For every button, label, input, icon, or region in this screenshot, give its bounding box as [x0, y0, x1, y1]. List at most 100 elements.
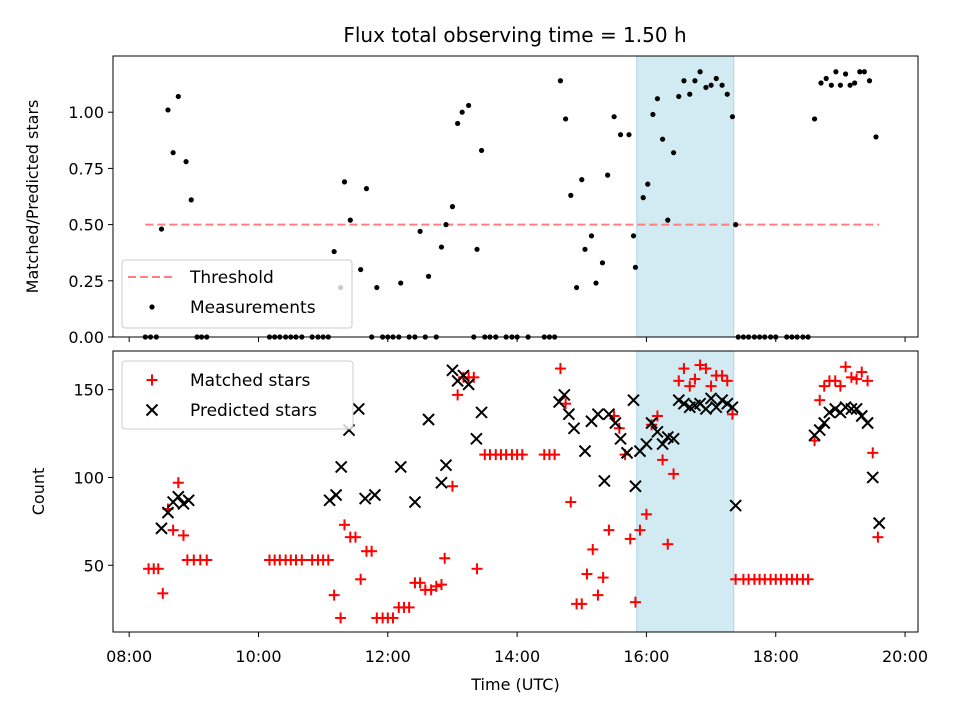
- matched-point: [726, 408, 738, 420]
- matched-point: [818, 380, 830, 392]
- matched-point: [322, 554, 334, 566]
- matched-point: [328, 589, 340, 601]
- matched-point: [439, 552, 451, 564]
- measurement-point: [873, 134, 879, 140]
- x-axis-label: Time (UTC): [470, 675, 559, 694]
- predicted-point: [872, 516, 886, 530]
- predicted-point: [562, 408, 576, 421]
- measurement-point: [842, 71, 849, 77]
- measurement-point: [358, 266, 364, 273]
- xtick-label: 14:00: [494, 647, 540, 666]
- predicted-point: [602, 408, 616, 421]
- matched-point: [338, 519, 350, 531]
- matched-point: [152, 563, 164, 575]
- measurement-point: [713, 75, 719, 82]
- measurement-point: [861, 69, 867, 75]
- predicted-point: [667, 432, 680, 446]
- measurement-point: [823, 75, 829, 82]
- predicted-point: [161, 506, 175, 519]
- measurement-point: [724, 91, 730, 97]
- predicted-point: [439, 458, 453, 472]
- measurement-point: [617, 132, 624, 138]
- matched-point: [446, 480, 458, 492]
- predicted-point: [704, 392, 718, 405]
- legend-threshold-label: Threshold: [189, 268, 274, 288]
- matched-point: [721, 375, 733, 387]
- measurement-point: [579, 177, 585, 183]
- bottom-ytick-label: 150: [73, 381, 104, 400]
- predicted-point: [578, 444, 592, 458]
- predicted-point: [627, 393, 640, 407]
- measurement-point: [866, 78, 873, 84]
- matched-point: [430, 580, 442, 592]
- predicted-point: [591, 408, 605, 421]
- measurement-point: [828, 82, 834, 88]
- matched-point: [705, 380, 717, 392]
- bottom-y-ticks: 50 100 150: [73, 381, 113, 575]
- top-ytick-label: 0.50: [68, 216, 104, 235]
- measurement-point: [588, 233, 595, 239]
- measurement-point: [611, 114, 617, 120]
- matched-point: [335, 612, 347, 624]
- bottom-panel: 50 100 150 08:00 10:00 12:00 14:00 16:00 18:00 2…: [29, 350, 928, 694]
- bottom-plot-frame: [112, 350, 919, 633]
- measurement-point: [331, 248, 337, 255]
- legend-matched-label: Matched stars: [190, 371, 310, 391]
- legend-x-marker: [145, 403, 159, 417]
- matched-point: [673, 375, 685, 387]
- measurement-point: [599, 260, 606, 266]
- measurement-point: [582, 246, 588, 252]
- top-ytick-label: 0.75: [68, 159, 104, 178]
- bottom-x-ticks: 08:00 10:00 12:00 14:00 16:00 18:00 20:00: [106, 632, 928, 666]
- matched-point: [565, 496, 577, 508]
- measurement-point: [630, 233, 637, 239]
- bottom-span: [636, 350, 735, 633]
- matched-point: [814, 394, 826, 406]
- measurement-point: [650, 111, 656, 118]
- predicted-point: [726, 400, 739, 414]
- measurement-point: [347, 217, 353, 223]
- predicted-point: [845, 402, 858, 416]
- predicted-point: [182, 494, 195, 507]
- bottom-ytick-label: 100: [73, 468, 104, 487]
- measurement-point: [363, 186, 370, 192]
- measurement-point: [852, 80, 858, 86]
- measurement-point: [417, 228, 423, 234]
- matched-point: [662, 538, 674, 550]
- measurement-point: [697, 69, 703, 75]
- top-ytick-label: 1.00: [68, 103, 104, 122]
- measurement-point: [837, 82, 844, 88]
- legend-plus-marker: [146, 374, 158, 386]
- matched-point: [845, 371, 857, 383]
- xtick-label: 12:00: [365, 647, 411, 666]
- measurement-point: [708, 82, 714, 88]
- matched-point: [624, 533, 636, 545]
- predicted-point: [866, 471, 879, 484]
- matched-point: [576, 598, 588, 610]
- matched-point: [516, 449, 528, 461]
- predicted-point: [598, 474, 611, 488]
- matched-point: [468, 371, 480, 383]
- matched-point: [581, 568, 593, 580]
- measurement-point: [438, 244, 445, 250]
- matched-point: [403, 601, 415, 613]
- predicted-point: [629, 480, 642, 493]
- matched-point: [678, 363, 690, 375]
- matched-point: [834, 380, 846, 392]
- predicted-point: [552, 395, 566, 409]
- measurement-point: [574, 284, 580, 291]
- measurement-point: [165, 107, 171, 113]
- predicted-point: [462, 378, 475, 391]
- top-panel: 0.00 0.25 0.50 0.75 1.00 Matched/Predicted s…: [23, 55, 919, 347]
- xtick-label: 10:00: [235, 647, 281, 666]
- predicted-point: [155, 522, 168, 535]
- predicted-point: [823, 406, 836, 419]
- matched-point: [629, 596, 641, 608]
- measurement-point: [818, 80, 824, 86]
- measurement-point: [398, 280, 404, 286]
- measurement-point: [847, 82, 853, 88]
- predicted-point: [435, 476, 448, 489]
- measurement-point: [188, 197, 194, 203]
- measurement-point: [175, 93, 181, 100]
- matched-point: [597, 572, 609, 584]
